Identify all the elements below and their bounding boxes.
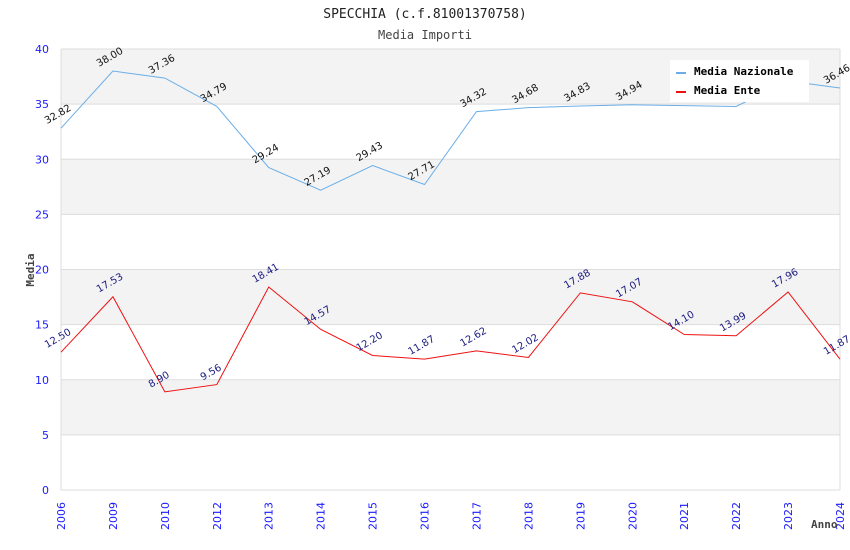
y-axis-label: Media (24, 253, 37, 286)
grid-band (61, 324, 840, 380)
x-tick-label: 2021 (678, 502, 691, 530)
x-tick-label: 2006 (55, 502, 68, 530)
x-tick-label: 2010 (159, 502, 172, 530)
axes (60, 49, 841, 491)
series-line-media-ente (60, 286, 841, 393)
x-tick-label: 2009 (107, 502, 120, 530)
y-tick-label: 15 (35, 319, 49, 332)
grid-band (61, 379, 840, 435)
x-tick-label: 2024 (834, 502, 847, 530)
x-tick-label: 2017 (470, 502, 483, 530)
x-tick-label: 2013 (263, 502, 276, 530)
x-tick-label: 2018 (522, 502, 535, 530)
x-tick-label: 2023 (782, 502, 795, 530)
chart-title: SPECCHIA (c.f.81001370758) (323, 7, 527, 22)
chart-subtitle: Media Importi (378, 28, 472, 42)
x-tick-label: 2020 (626, 502, 639, 530)
grid-band (61, 159, 840, 215)
y-tick-label: 35 (35, 98, 49, 111)
y-axis-ticks: 0 5 10 15 20 25 30 35 40 (35, 43, 49, 497)
y-tick-label: 0 (42, 484, 49, 497)
y-tick-label: 5 (42, 429, 49, 442)
grid-band (61, 269, 840, 325)
legend-label-media-nazionale: Media Nazionale (694, 65, 794, 78)
y-tick-label: 25 (35, 208, 49, 221)
legend: Media Nazionale Media Ente (670, 60, 809, 102)
y-tick-label: 40 (35, 43, 49, 56)
series-lines (60, 70, 841, 393)
grid-band (61, 434, 840, 490)
y-tick-label: 30 (35, 153, 49, 166)
series-line-media-nazionale (60, 70, 841, 191)
legend-label-media-ente: Media Ente (694, 84, 761, 97)
grid-band (61, 214, 840, 270)
y-tick-label: 20 (35, 264, 49, 277)
x-tick-label: 2012 (211, 502, 224, 530)
y-tick-label: 10 (35, 374, 49, 387)
x-tick-label: 2014 (315, 502, 328, 530)
x-tick-label: 2016 (419, 502, 432, 530)
x-tick-label: 2015 (367, 502, 380, 530)
x-axis-label: Anno (811, 518, 838, 531)
grid-bands (61, 49, 840, 490)
x-tick-label: 2022 (730, 502, 743, 530)
grid-band (61, 104, 840, 160)
legend-box (670, 60, 809, 102)
x-tick-label: 2019 (574, 502, 587, 530)
x-axis-ticks: 2006 2009 2010 2012 2013 2014 2015 2016 2017 2018… (55, 502, 847, 530)
